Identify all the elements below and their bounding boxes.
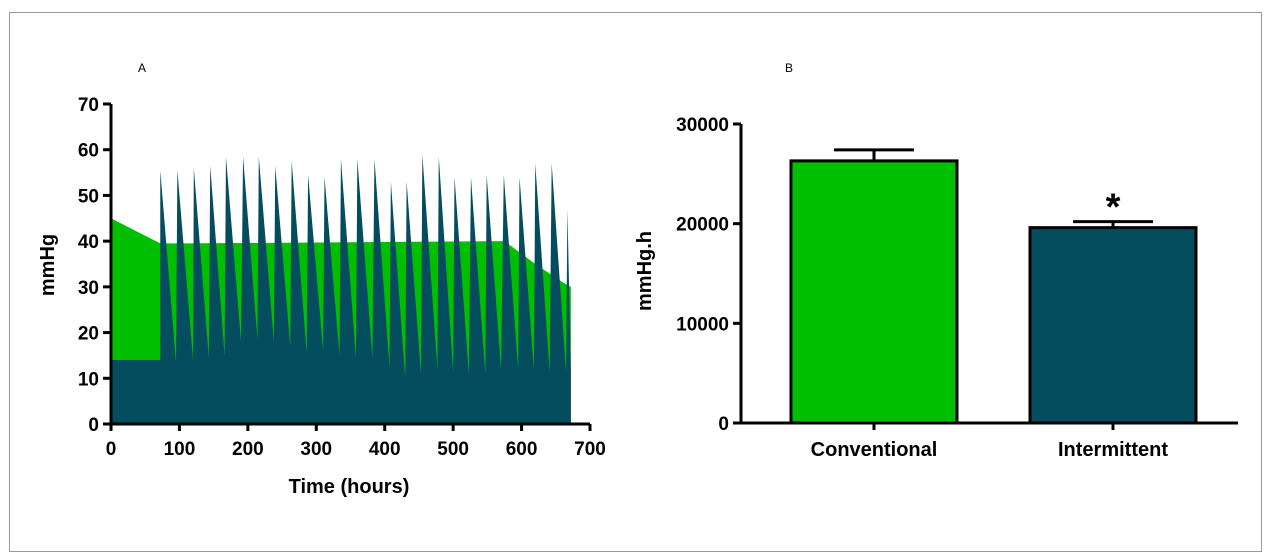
panel-a-label: A — [138, 61, 146, 75]
chart-a-x-tick-label: 500 — [437, 439, 469, 460]
chart-a-y-tick-label: 50 — [78, 186, 99, 207]
chart-a-x-ticks: 0 100 200 300 400 500 600 700 — [106, 424, 606, 460]
chart-b-x-ticks: Conventional Intermittent — [811, 423, 1168, 461]
chart-b-axes — [739, 124, 1238, 425]
chart-a-x-axis-label: Time (hours) — [289, 476, 410, 498]
chart-a-x-tick-label: 700 — [574, 439, 606, 460]
bar-conventional — [789, 159, 959, 425]
chart-a-y-tick-label: 60 — [78, 141, 99, 162]
chart-a-y-tick-label: 10 — [78, 369, 99, 390]
chart-a-y-ticks: 0 10 20 30 40 50 60 70 — [78, 95, 111, 436]
chart-b-y-axis-label: mmHg.h — [634, 231, 656, 311]
intermittent-area — [111, 154, 571, 425]
chart-b-y-tick-label: 0 — [718, 414, 729, 435]
chart-a-y-tick-label: 40 — [78, 232, 99, 253]
chart-b-category-label: Conventional — [811, 439, 938, 461]
chart-b: * 0 10000 20000 30000 Conventional Intermitt… — [634, 115, 1238, 461]
chart-b-y-tick-label: 20000 — [676, 215, 729, 236]
chart-a-y-tick-label: 70 — [78, 95, 99, 116]
panel-b-label: B — [785, 61, 793, 75]
chart-b-bars: * — [789, 148, 1198, 425]
chart-b-y-tick-label: 10000 — [676, 314, 729, 335]
chart-a-x-tick-label: 600 — [506, 439, 538, 460]
chart-a-y-tick-label: 20 — [78, 324, 99, 345]
chart-a-x-tick-label: 300 — [300, 439, 332, 460]
chart-a-x-tick-label: 0 — [106, 439, 117, 460]
chart-a-x-tick-label: 400 — [369, 439, 401, 460]
chart-a-y-axis-label: mmHg — [37, 234, 59, 296]
chart-a-areas — [111, 154, 571, 425]
chart-a-x-tick-label: 200 — [232, 439, 264, 460]
chart-a-axes — [109, 104, 590, 426]
chart-b-y-tick-label: 30000 — [676, 115, 729, 136]
chart-b-category-label: Intermittent — [1058, 439, 1168, 461]
significance-annotation: * — [1106, 187, 1121, 229]
chart-b-y-ticks: 0 10000 20000 30000 — [676, 115, 741, 435]
bar-intermittent — [1028, 226, 1198, 425]
chart-a-y-tick-label: 0 — [88, 415, 99, 436]
chart-a: 0 100 200 300 400 500 600 700 0 10 20 30 40 50 60 70 T… — [37, 95, 606, 498]
chart-a-y-tick-label: 30 — [78, 278, 99, 299]
chart-a-x-tick-label: 100 — [164, 439, 196, 460]
